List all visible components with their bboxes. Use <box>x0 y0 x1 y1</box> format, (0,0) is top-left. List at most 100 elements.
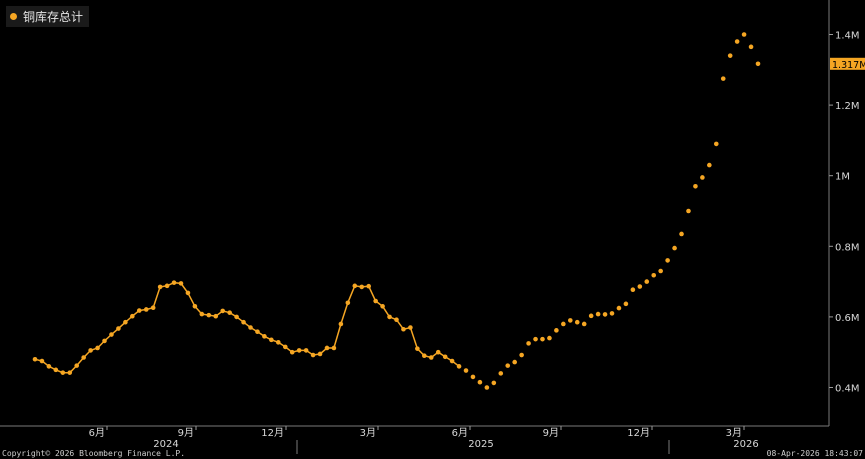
data-point <box>623 301 629 307</box>
data-point <box>700 175 705 180</box>
data-point <box>303 348 309 353</box>
data-point <box>67 370 73 375</box>
data-point <box>408 325 413 330</box>
data-point <box>213 313 219 319</box>
data-point <box>317 351 323 357</box>
last-value-badge: 1.317M <box>830 57 865 71</box>
legend-label: 铜库存总计 <box>23 10 84 24</box>
data-point <box>547 335 552 341</box>
data-point <box>574 319 580 325</box>
data-point <box>693 183 698 189</box>
data-point <box>310 352 316 358</box>
data-point <box>630 287 636 293</box>
data-point <box>220 308 226 314</box>
series-line <box>34 281 460 374</box>
data-point <box>713 141 719 147</box>
x-tick-label: 12月 <box>261 427 284 439</box>
data-point <box>157 284 163 290</box>
data-point <box>727 53 733 58</box>
data-point <box>199 311 205 317</box>
chart-legend[interactable]: 铜库存总计 <box>6 6 90 27</box>
data-point <box>373 298 378 304</box>
data-point <box>331 345 337 351</box>
y-tick-label: 1.4M <box>835 31 860 42</box>
data-point <box>644 279 650 284</box>
data-point <box>498 371 504 376</box>
data-point <box>533 336 538 342</box>
data-point <box>116 326 121 331</box>
data-point <box>387 314 392 320</box>
data-point <box>602 312 608 317</box>
data-point <box>567 318 573 323</box>
data-point <box>109 332 114 337</box>
y-tick-label: 1.2M <box>835 101 860 112</box>
data-point <box>449 358 455 364</box>
data-point <box>269 337 274 343</box>
data-point <box>428 355 434 360</box>
data-point <box>46 364 52 369</box>
data-point <box>512 359 517 365</box>
data-point <box>102 338 107 344</box>
y-tick-label: 0.4M <box>835 384 860 395</box>
data-point <box>359 284 365 290</box>
data-point <box>95 345 100 351</box>
data-point <box>32 356 38 362</box>
x-tick-label: 6月 <box>452 427 468 439</box>
data-point <box>741 32 747 37</box>
data-point <box>679 231 684 237</box>
legend-marker-icon <box>10 13 17 20</box>
data-point <box>60 370 66 375</box>
data-point <box>276 340 281 345</box>
x-tick-label: 3月 <box>360 427 376 439</box>
data-point <box>456 364 462 369</box>
data-point <box>88 348 93 353</box>
data-point <box>178 281 184 286</box>
data-point <box>491 380 497 386</box>
data-point <box>394 317 399 323</box>
data-point <box>422 353 427 359</box>
data-point <box>755 61 761 67</box>
y-tick-label: 0.6M <box>835 313 860 324</box>
y-tick-label: 1M <box>835 172 850 183</box>
x-tick-label: 6月 <box>89 427 105 439</box>
data-point <box>192 304 198 309</box>
data-point <box>463 368 469 373</box>
data-point <box>581 321 587 327</box>
data-point <box>296 348 302 353</box>
data-point <box>123 319 128 325</box>
data-point <box>442 354 448 360</box>
data-point <box>484 385 490 390</box>
last-value-bg <box>830 57 865 70</box>
data-point <box>366 283 371 289</box>
data-point <box>616 305 622 311</box>
data-point <box>164 283 170 289</box>
data-point <box>53 367 59 373</box>
data-point <box>262 334 267 339</box>
x-year-label: 2026 <box>733 439 758 450</box>
data-point <box>561 321 566 327</box>
data-point <box>171 280 177 285</box>
y-tick-label: 0.8M <box>835 242 860 253</box>
data-point <box>150 305 156 311</box>
data-point <box>540 336 545 342</box>
timestamp-text: 08-Apr-2026 18:43:07 <box>766 449 863 458</box>
data-point <box>289 349 295 355</box>
data-point <box>352 283 358 289</box>
data-point <box>206 312 212 318</box>
data-point <box>324 345 330 351</box>
data-point <box>554 328 559 333</box>
copyright-text: Copyright© 2026 Bloomberg Finance L.P. <box>2 449 186 458</box>
data-point <box>526 341 531 346</box>
data-point <box>130 313 135 319</box>
data-point <box>686 208 691 214</box>
data-point <box>81 355 86 360</box>
data-point <box>74 363 80 368</box>
last-value-label: 1.317M <box>832 60 865 71</box>
x-tick-label: 9月 <box>178 427 194 439</box>
data-point <box>241 319 246 325</box>
x-tick-label: 9月 <box>543 427 559 439</box>
data-point <box>415 346 420 351</box>
data-point <box>185 290 191 296</box>
data-point <box>748 44 754 50</box>
